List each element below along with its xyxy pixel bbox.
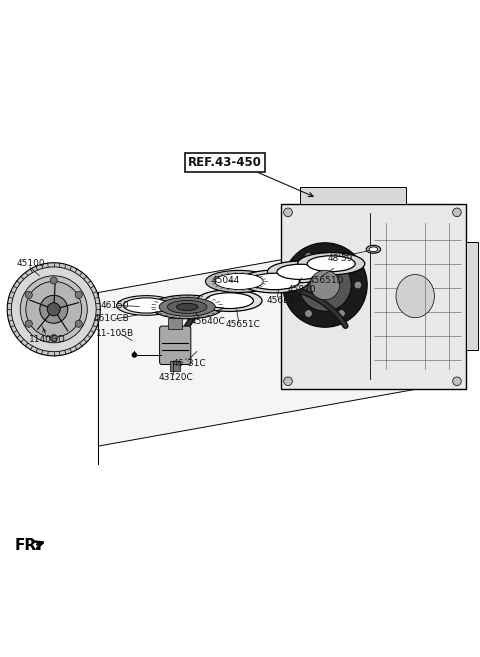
Ellipse shape bbox=[337, 253, 345, 260]
Ellipse shape bbox=[168, 300, 207, 313]
Text: 11-105B: 11-105B bbox=[96, 328, 134, 338]
Polygon shape bbox=[98, 235, 420, 446]
Ellipse shape bbox=[284, 208, 292, 217]
Text: 46150: 46150 bbox=[101, 301, 130, 310]
Ellipse shape bbox=[47, 303, 60, 316]
Text: 48'59: 48'59 bbox=[327, 254, 353, 263]
Text: FR.: FR. bbox=[14, 538, 42, 553]
Bar bbox=[466, 242, 478, 350]
Ellipse shape bbox=[284, 377, 292, 386]
Ellipse shape bbox=[50, 334, 57, 342]
Ellipse shape bbox=[25, 291, 32, 298]
Ellipse shape bbox=[12, 267, 96, 351]
Bar bbox=[300, 187, 406, 204]
Ellipse shape bbox=[205, 293, 253, 309]
Ellipse shape bbox=[307, 256, 355, 271]
Bar bbox=[281, 204, 466, 388]
Ellipse shape bbox=[396, 275, 434, 318]
Ellipse shape bbox=[75, 320, 83, 327]
Ellipse shape bbox=[215, 273, 263, 290]
Text: 456E5A: 456E5A bbox=[266, 296, 301, 305]
Ellipse shape bbox=[25, 320, 32, 327]
Ellipse shape bbox=[267, 261, 333, 283]
Ellipse shape bbox=[159, 298, 216, 316]
Ellipse shape bbox=[7, 263, 100, 356]
Bar bbox=[170, 361, 180, 371]
Text: 45870: 45870 bbox=[288, 284, 317, 294]
Ellipse shape bbox=[132, 353, 137, 357]
Ellipse shape bbox=[366, 245, 381, 253]
Ellipse shape bbox=[354, 281, 362, 289]
Text: 43120C: 43120C bbox=[158, 373, 193, 382]
Text: 45100: 45100 bbox=[17, 260, 46, 268]
Ellipse shape bbox=[50, 277, 58, 284]
Ellipse shape bbox=[453, 208, 461, 217]
Ellipse shape bbox=[310, 270, 340, 300]
FancyBboxPatch shape bbox=[159, 326, 191, 365]
Ellipse shape bbox=[177, 304, 198, 311]
Text: 1140GD: 1140GD bbox=[29, 334, 66, 344]
Ellipse shape bbox=[197, 290, 262, 311]
Text: 46´31C: 46´31C bbox=[173, 359, 206, 367]
Ellipse shape bbox=[299, 259, 351, 311]
Ellipse shape bbox=[205, 271, 273, 292]
Ellipse shape bbox=[369, 247, 378, 252]
Ellipse shape bbox=[298, 252, 365, 275]
Ellipse shape bbox=[123, 298, 169, 313]
Ellipse shape bbox=[20, 276, 87, 343]
Ellipse shape bbox=[453, 377, 461, 386]
Ellipse shape bbox=[250, 273, 300, 290]
Ellipse shape bbox=[240, 270, 309, 293]
Text: 45651D: 45651D bbox=[308, 276, 344, 285]
Text: 461CCB: 461CCB bbox=[94, 315, 129, 323]
Ellipse shape bbox=[151, 295, 223, 319]
Ellipse shape bbox=[305, 309, 312, 317]
Ellipse shape bbox=[283, 243, 367, 327]
Ellipse shape bbox=[305, 253, 312, 260]
Ellipse shape bbox=[117, 296, 176, 315]
Ellipse shape bbox=[26, 281, 82, 337]
Ellipse shape bbox=[75, 291, 83, 298]
Ellipse shape bbox=[40, 296, 68, 323]
Bar bbox=[168, 318, 182, 328]
Text: 45651C: 45651C bbox=[226, 320, 261, 329]
Text: 45640C: 45640C bbox=[191, 317, 226, 326]
Ellipse shape bbox=[337, 309, 345, 317]
Text: REF.43-450: REF.43-450 bbox=[188, 156, 262, 170]
Text: 45044: 45044 bbox=[211, 276, 240, 285]
Ellipse shape bbox=[288, 281, 296, 289]
Ellipse shape bbox=[277, 264, 323, 279]
